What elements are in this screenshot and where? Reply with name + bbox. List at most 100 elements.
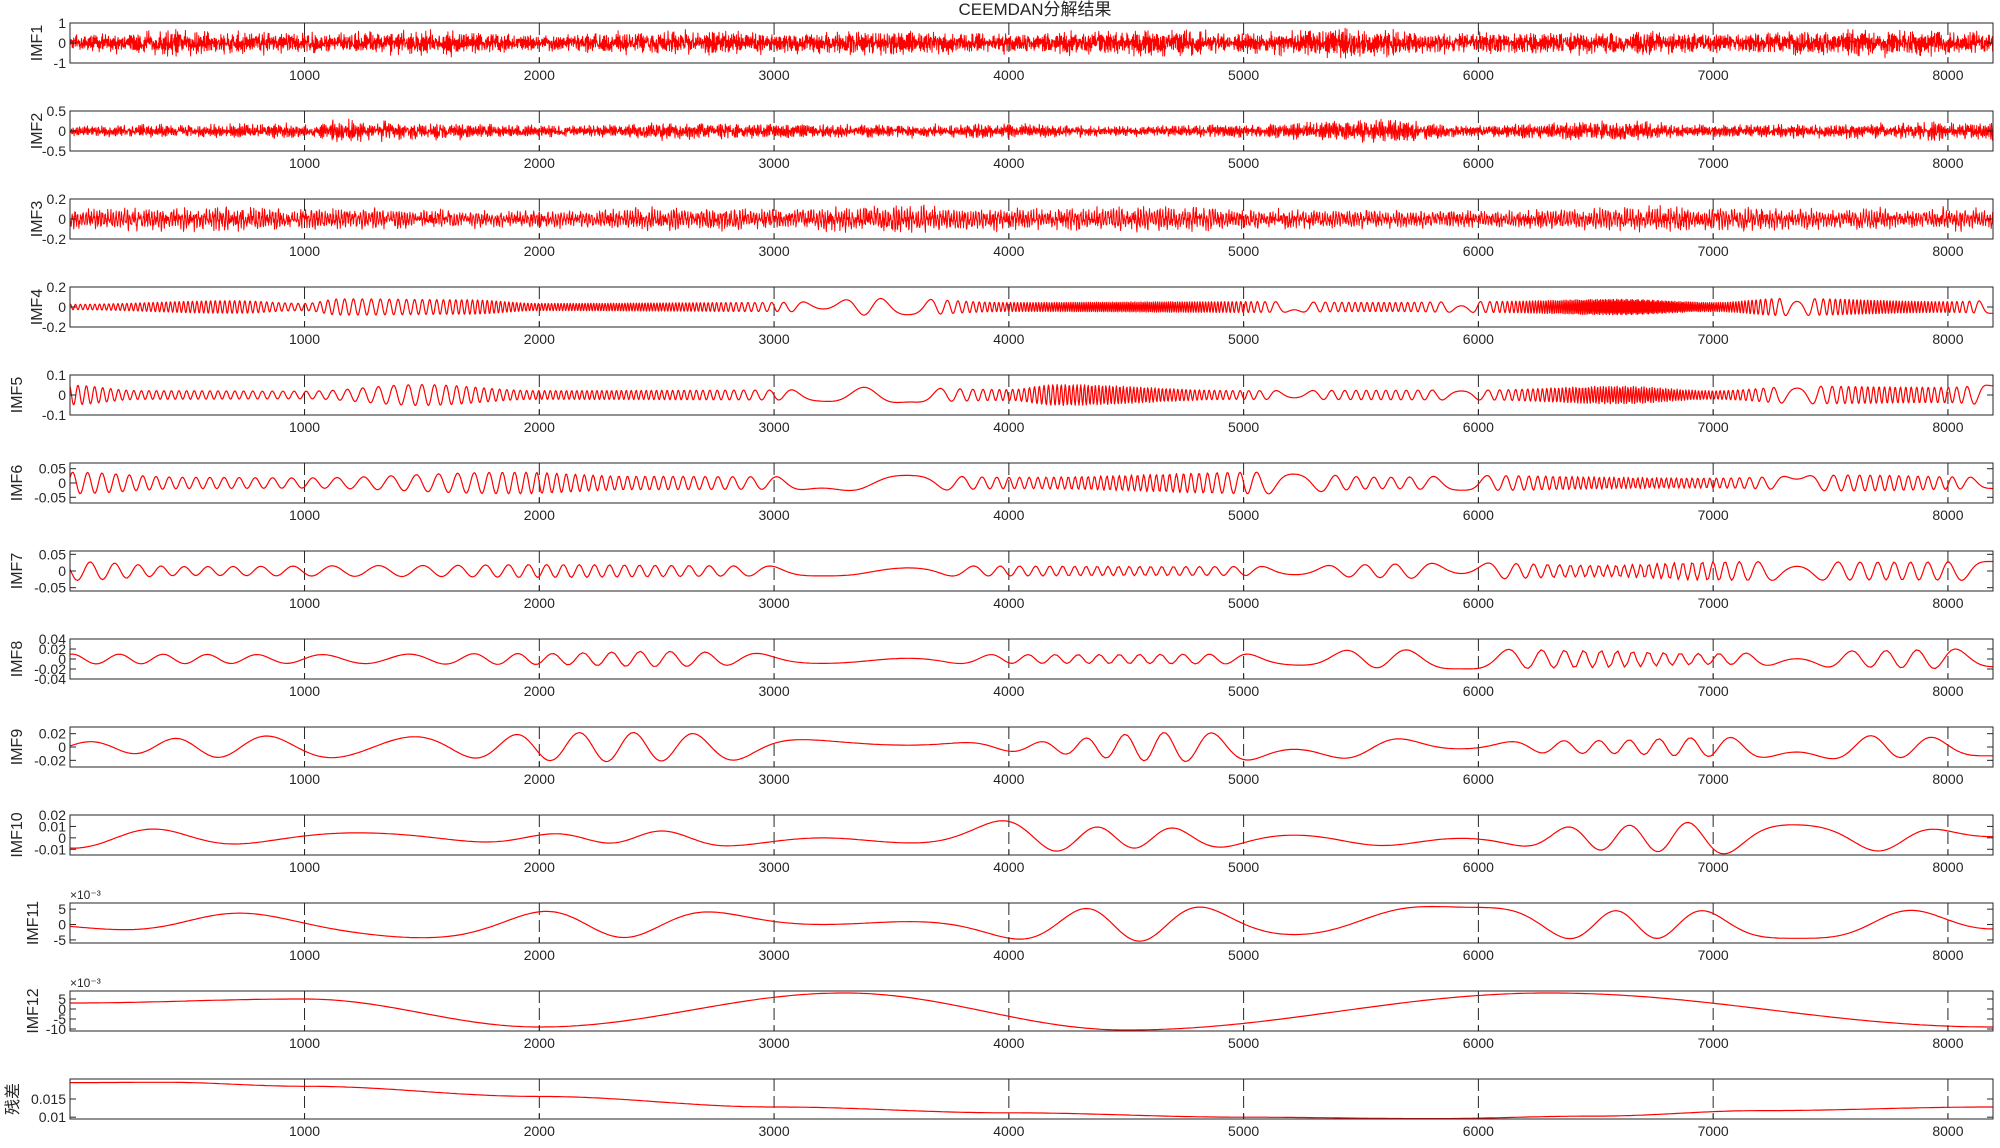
x-tick-label: 2000 bbox=[524, 1035, 555, 1051]
series-line bbox=[69, 560, 1993, 581]
x-tick-label: 7000 bbox=[1698, 67, 1729, 83]
series-line bbox=[69, 384, 1993, 406]
x-tick-label: 3000 bbox=[758, 1123, 789, 1139]
x-tick-label: 7000 bbox=[1698, 419, 1729, 435]
x-tick-label: 5000 bbox=[1228, 859, 1259, 875]
series-line bbox=[69, 648, 1994, 670]
x-tick-label: 3000 bbox=[758, 243, 789, 259]
x-tick-label: 6000 bbox=[1463, 507, 1494, 523]
x-tick-label: 4000 bbox=[993, 859, 1024, 875]
y-axis-label: IMF9 bbox=[9, 729, 26, 766]
y-axis-label: IMF11 bbox=[25, 901, 42, 945]
x-tick-label: 3000 bbox=[758, 771, 789, 787]
y-exponent-label: ×10⁻³ bbox=[70, 976, 101, 990]
x-tick-label: 2000 bbox=[524, 67, 555, 83]
y-tick-label: -0.01 bbox=[34, 841, 66, 857]
x-tick-label: 4000 bbox=[993, 507, 1024, 523]
x-tick-label: 8000 bbox=[1932, 1035, 1963, 1051]
x-tick-label: 1000 bbox=[289, 771, 320, 787]
x-tick-label: 8000 bbox=[1932, 1123, 1963, 1139]
series-line bbox=[69, 118, 1994, 143]
x-tick-label: 6000 bbox=[1463, 947, 1494, 963]
x-tick-label: 2000 bbox=[524, 507, 555, 523]
x-tick-label: 5000 bbox=[1228, 683, 1259, 699]
subplot-imf10: 1000 2000 3000 4000 5000 6000 7000 8000 0.020.01… bbox=[9, 807, 1994, 875]
x-tick-label: 1000 bbox=[289, 1123, 320, 1139]
x-tick-label: 7000 bbox=[1698, 771, 1729, 787]
y-axis-label: 残差 bbox=[4, 1083, 22, 1115]
y-tick-label: -0.1 bbox=[42, 407, 66, 423]
x-tick-label: 7000 bbox=[1698, 155, 1729, 171]
y-axis-label: IMF10 bbox=[9, 812, 26, 857]
y-tick-label: 0 bbox=[58, 211, 66, 227]
x-tick-label: 1000 bbox=[289, 67, 320, 83]
y-tick-label: 0.01 bbox=[39, 1109, 66, 1125]
x-tick-label: 8000 bbox=[1932, 859, 1963, 875]
y-axis-label: IMF6 bbox=[9, 465, 26, 502]
x-tick-label: 6000 bbox=[1463, 243, 1494, 259]
x-tick-label: 4000 bbox=[993, 243, 1024, 259]
figure-title: CEEMDAN分解结果 bbox=[958, 0, 1111, 19]
x-tick-label: 6000 bbox=[1463, 67, 1494, 83]
x-tick-label: 5000 bbox=[1228, 947, 1259, 963]
series-line bbox=[69, 905, 1993, 942]
x-tick-label: 1000 bbox=[289, 859, 320, 875]
y-tick-label: -0.2 bbox=[42, 231, 66, 247]
x-tick-label: 8000 bbox=[1932, 243, 1963, 259]
subplot-imf8: 1000 2000 3000 4000 5000 6000 7000 8000 0.040.02… bbox=[9, 631, 1994, 699]
y-axis-label: IMF1 bbox=[29, 25, 46, 62]
x-tick-label: 2000 bbox=[524, 419, 555, 435]
series-line bbox=[69, 731, 1993, 763]
x-tick-label: 2000 bbox=[524, 595, 555, 611]
x-tick-label: 2000 bbox=[524, 243, 555, 259]
subplot-imf9: 1000 2000 3000 4000 5000 6000 7000 8000 0.020-0.… bbox=[9, 726, 1994, 787]
subplot-imf6: 1000 2000 3000 4000 5000 6000 7000 8000 0.050-0.… bbox=[9, 461, 1994, 523]
x-tick-label: 5000 bbox=[1228, 507, 1259, 523]
y-tick-label: 0.05 bbox=[39, 546, 66, 562]
x-tick-label: 8000 bbox=[1932, 683, 1963, 699]
x-tick-label: 7000 bbox=[1698, 947, 1729, 963]
y-tick-label: -5 bbox=[54, 932, 67, 948]
y-tick-label: 0 bbox=[58, 651, 66, 667]
x-tick-label: 1000 bbox=[289, 595, 320, 611]
x-tick-label: 7000 bbox=[1698, 507, 1729, 523]
axes-box bbox=[69, 990, 1994, 1032]
x-tick-label: 3000 bbox=[758, 331, 789, 347]
x-tick-label: 3000 bbox=[758, 67, 789, 83]
x-tick-label: 6000 bbox=[1463, 771, 1494, 787]
x-tick-label: 6000 bbox=[1463, 595, 1494, 611]
x-tick-label: 4000 bbox=[993, 419, 1024, 435]
x-tick-label: 4000 bbox=[993, 595, 1024, 611]
y-exponent-label: ×10⁻³ bbox=[70, 888, 101, 902]
y-tick-label: 0.01 bbox=[39, 818, 66, 834]
x-tick-label: 8000 bbox=[1932, 67, 1963, 83]
y-tick-label: -5 bbox=[54, 1011, 67, 1027]
x-tick-label: 6000 bbox=[1463, 1035, 1494, 1051]
y-tick-label: -0.02 bbox=[34, 661, 66, 677]
x-tick-label: 4000 bbox=[993, 1123, 1024, 1139]
subplot-imf2: 1000 2000 3000 4000 5000 6000 7000 8000 0.5 0 -0.5… bbox=[29, 103, 1994, 171]
x-tick-label: 4000 bbox=[993, 155, 1024, 171]
y-tick-label: 0.015 bbox=[31, 1091, 66, 1107]
y-tick-label: 0 bbox=[58, 35, 66, 51]
x-tick-label: 2000 bbox=[524, 947, 555, 963]
x-tick-label: 5000 bbox=[1228, 419, 1259, 435]
series-line bbox=[69, 471, 1993, 495]
x-tick-label: 1000 bbox=[289, 419, 320, 435]
subplot-imf7: 1000 2000 3000 4000 5000 6000 7000 8000 0.050-0.… bbox=[9, 546, 1994, 611]
x-tick-label: 8000 bbox=[1932, 595, 1963, 611]
x-tick-label: 5000 bbox=[1228, 331, 1259, 347]
x-tick-label: 5000 bbox=[1228, 595, 1259, 611]
x-tick-label: 6000 bbox=[1463, 331, 1494, 347]
y-tick-label: 0 bbox=[58, 1001, 66, 1017]
subplot-imf1: 1000 2000 3000 4000 5000 6000 7000 8000 1 0 -1 IMF1 bbox=[29, 15, 1994, 83]
x-tick-label: 4000 bbox=[993, 1035, 1024, 1051]
y-tick-label: -1 bbox=[54, 55, 67, 71]
x-tick-label: 7000 bbox=[1698, 683, 1729, 699]
x-tick-label: 5000 bbox=[1228, 1123, 1259, 1139]
subplot-imf4: 1000 2000 3000 4000 5000 6000 7000 8000 0.2 0 -0.2… bbox=[29, 279, 1994, 347]
y-tick-label: 0 bbox=[58, 475, 66, 491]
series-line bbox=[70, 1081, 1993, 1120]
x-tick-label: 5000 bbox=[1228, 155, 1259, 171]
x-tick-label: 5000 bbox=[1228, 771, 1259, 787]
